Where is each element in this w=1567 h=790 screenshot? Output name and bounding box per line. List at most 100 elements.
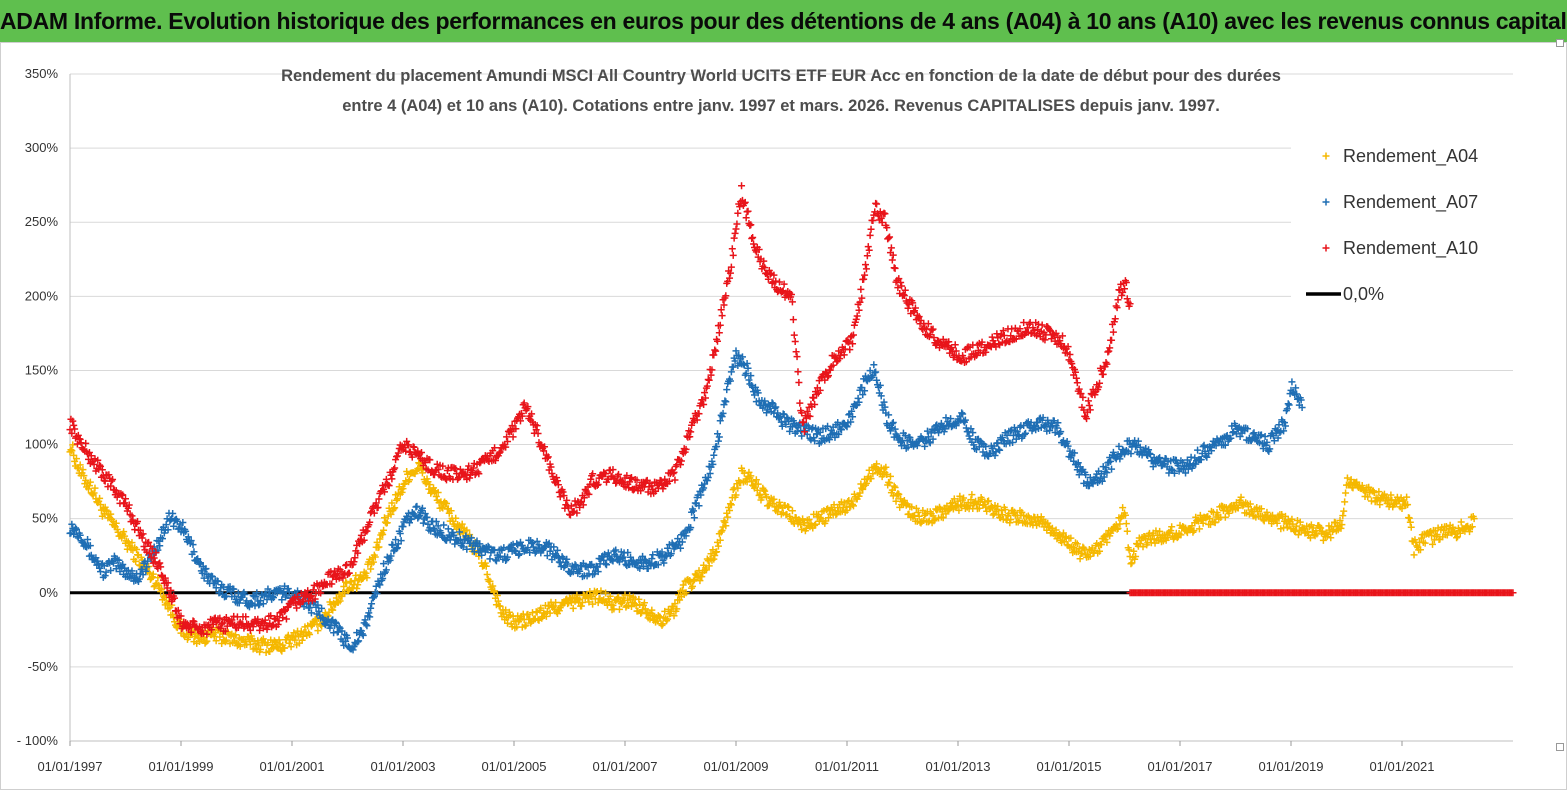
data-point [606, 592, 614, 600]
data-point [1211, 519, 1219, 527]
data-point [1121, 511, 1129, 519]
data-point [1108, 465, 1116, 473]
data-point [788, 507, 796, 515]
data-point [494, 597, 502, 605]
data-point [770, 495, 778, 503]
data-point [1113, 304, 1121, 312]
data-point [794, 368, 802, 376]
data-point [754, 480, 762, 488]
data-point [702, 566, 710, 574]
data-point [502, 606, 510, 614]
data-point [1340, 507, 1348, 515]
data-point [128, 539, 136, 547]
data-point [1112, 521, 1120, 529]
data-point [124, 538, 132, 546]
data-point [954, 497, 962, 505]
data-point [281, 644, 289, 652]
data-point [1097, 541, 1105, 549]
resize-handle-top-right[interactable] [1556, 39, 1564, 47]
y-axis-ticks: 350% 300% 250% 200% 150% 100% 50% 0% -50% - 100% [17, 66, 59, 748]
data-point [1085, 401, 1093, 409]
data-point [1048, 524, 1056, 532]
data-point [524, 610, 532, 618]
data-point [720, 517, 728, 525]
data-point [689, 577, 697, 585]
data-point [1156, 527, 1164, 535]
x-tick-label: 01/01/2017 [1147, 759, 1212, 774]
data-point [362, 569, 370, 577]
data-point [1457, 518, 1465, 526]
data-point [102, 506, 110, 514]
series-rendement-a04 [66, 441, 1478, 656]
data-point [721, 518, 729, 526]
data-point [732, 225, 740, 233]
data-point [85, 482, 93, 490]
data-point [1055, 531, 1063, 539]
x-tick-label: 01/01/2003 [370, 759, 435, 774]
data-point [721, 397, 729, 405]
data-point [329, 606, 337, 614]
data-point [67, 446, 75, 454]
data-point [717, 528, 725, 536]
data-point [791, 338, 799, 346]
data-point [1177, 531, 1185, 539]
data-point [1306, 534, 1314, 542]
data-point [375, 543, 383, 551]
data-point [886, 472, 894, 480]
data-point [212, 637, 220, 645]
data-point [715, 329, 723, 337]
data-point [259, 635, 267, 643]
data-point [895, 490, 903, 498]
data-point [795, 378, 803, 386]
data-point [792, 348, 800, 356]
data-point [537, 604, 545, 612]
data-point [1289, 520, 1297, 528]
data-point [1084, 397, 1092, 405]
data-point [659, 620, 667, 628]
data-point [133, 546, 141, 554]
data-point [724, 513, 732, 521]
data-point [434, 489, 442, 497]
data-point [552, 599, 560, 607]
data-point [203, 637, 211, 645]
data-point [80, 472, 88, 480]
data-point [597, 587, 605, 595]
legend-box [1291, 138, 1513, 328]
x-tick-label: 01/01/1999 [148, 759, 213, 774]
data-point [399, 485, 407, 493]
data-point [998, 511, 1006, 519]
data-point [891, 483, 899, 491]
legend: Rendement_A04 Rendement_A07 Rendement_A10 0… [1291, 138, 1513, 328]
data-point [869, 470, 877, 478]
data-point [867, 475, 875, 483]
data-point [1061, 533, 1069, 541]
x-tick-label: 01/01/2019 [1258, 759, 1323, 774]
x-axis-ticks: 01/01/1997 01/01/1999 01/01/2001 01/01/2003… [37, 741, 1435, 774]
data-point [340, 583, 348, 591]
data-point [626, 592, 634, 600]
data-point [882, 463, 890, 471]
chart-title-line-2: entre 4 (A04) et 10 ans (A10). Cotations… [342, 97, 1220, 115]
data-point [483, 570, 491, 578]
data-point [589, 600, 597, 608]
chart-frame: 350% 300% 250% 200% 150% 100% 50% 0% -50% - 100% … [0, 39, 1567, 790]
data-point [369, 558, 377, 566]
resize-handle-right[interactable] [1556, 743, 1564, 751]
y-tick-label: 0% [39, 585, 58, 600]
data-point [711, 552, 719, 560]
data-point [399, 523, 407, 531]
data-point [1405, 514, 1413, 522]
data-point [939, 514, 947, 522]
data-point [112, 519, 120, 527]
data-point [1127, 560, 1135, 568]
data-point [146, 569, 154, 577]
data-point [222, 636, 230, 644]
data-point [713, 548, 721, 556]
data-point [748, 477, 756, 485]
data-point [342, 561, 350, 569]
data-point [950, 495, 958, 503]
data-point [753, 486, 761, 494]
data-point [710, 451, 718, 459]
data-point [670, 612, 678, 620]
data-point [866, 231, 874, 239]
